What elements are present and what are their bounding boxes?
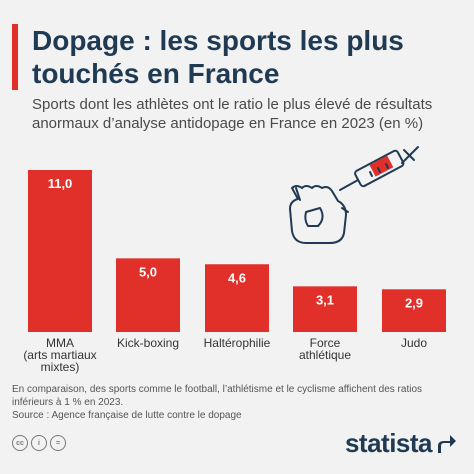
bar-2 (205, 264, 269, 332)
bar-value-label-2: 4,6 (228, 270, 246, 285)
attribution-icon: i (31, 435, 47, 451)
bar-chart: 11,0 MMA (arts martiaux mixtes) 5,0 Kick-boxi… (23, 146, 446, 374)
bar-value-label-0: 11,0 (48, 176, 73, 191)
category-label-3: Force athlétique (299, 336, 351, 362)
bar-4 (382, 289, 446, 332)
syringe-glove-icon (289, 146, 419, 244)
category-label-4: Judo (401, 336, 427, 350)
bar-3 (293, 286, 357, 332)
statista-logo-icon (438, 434, 456, 453)
category-label-2: Haltérophilie (204, 336, 271, 350)
chart-title: Dopage : les sports les plus touchés en … (32, 25, 404, 89)
category-label-1: Kick-boxing (117, 336, 179, 350)
footnote: En comparaison, des sports comme le foot… (12, 383, 462, 422)
footnote-note: En comparaison, des sports comme le foot… (12, 384, 422, 408)
license-icons: cc i = (12, 435, 66, 451)
bar-value-label-1: 5,0 (139, 264, 157, 279)
no-derivatives-icon: = (50, 435, 66, 451)
bar-1 (116, 258, 180, 332)
bars-group: 11,0 MMA (arts martiaux mixtes) 5,0 Kick-boxi… (23, 170, 446, 374)
chart-subtitle: Sports dont les athlètes ont le ratio le… (32, 96, 433, 132)
bar-0 (28, 170, 92, 332)
cc-license-icon: cc (12, 435, 28, 451)
title-accent-bar (12, 24, 18, 90)
statista-logo[interactable]: statista (345, 428, 458, 459)
statista-wordmark: statista (344, 428, 433, 458)
category-label-0: MMA (arts martiaux mixtes) (23, 336, 96, 374)
bar-value-label-3: 3,1 (316, 292, 334, 307)
footnote-source: Source : Agence française de lutte contr… (12, 410, 242, 421)
bar-value-label-4: 2,9 (405, 295, 423, 310)
